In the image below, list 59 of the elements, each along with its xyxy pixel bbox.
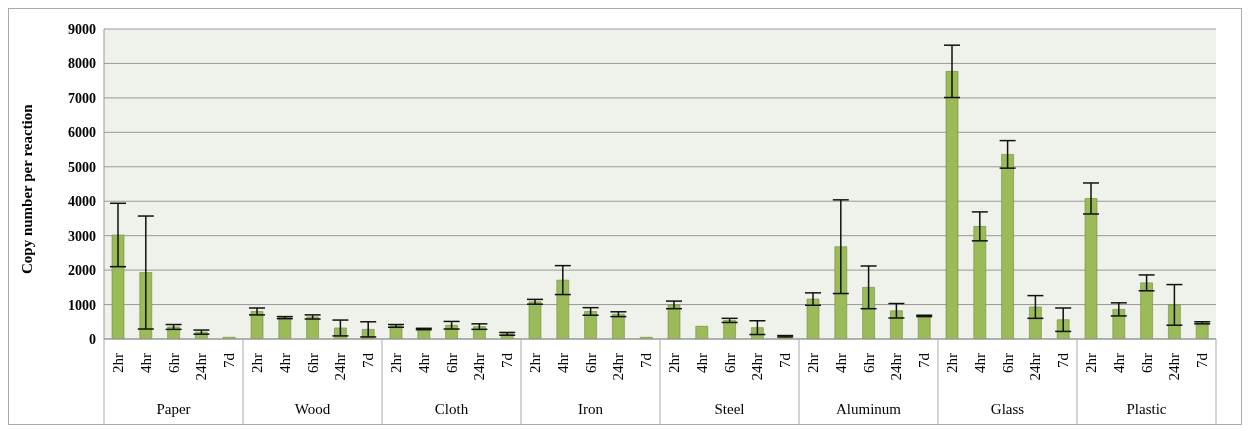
x-tick-label: 7d xyxy=(1194,352,1211,368)
x-tick-label: 7d xyxy=(1055,352,1072,368)
x-tick-label: 6hr xyxy=(1138,353,1155,373)
x-tick-label: 24hr xyxy=(749,353,766,381)
x-tick-label: 6hr xyxy=(999,353,1016,373)
x-tick-label: 24hr xyxy=(888,353,905,381)
text: Cloth xyxy=(434,401,469,417)
x-tick-label: 4hr xyxy=(137,353,154,373)
x-tick-label: 7d xyxy=(360,352,377,368)
x-tick-label: 4hr xyxy=(1110,353,1127,373)
x-tick-label: 7d xyxy=(777,352,794,368)
text: Aluminum xyxy=(835,401,902,417)
x-tick-label: 7d xyxy=(916,352,933,368)
x-tick-label: 7d xyxy=(638,352,655,368)
x-tick-label: 4hr xyxy=(832,353,849,373)
x-tick-label: 6hr xyxy=(165,353,182,373)
x-tick-label: 7d xyxy=(221,352,238,368)
x-tick-label: 24hr xyxy=(1027,353,1044,381)
y-tick-label: 9000 xyxy=(68,21,96,37)
x-tick-label: 6hr xyxy=(443,353,460,373)
x-tick-label: 6hr xyxy=(582,353,599,373)
y-tick-label: 7000 xyxy=(68,90,96,106)
x-tick-label: 2hr xyxy=(248,353,265,373)
x-tick-label: 2hr xyxy=(387,353,404,373)
y-tick-label: 5000 xyxy=(68,159,96,175)
x-tick-label: 4hr xyxy=(554,353,571,373)
x-tick-label: 24hr xyxy=(471,353,488,381)
text: Steel xyxy=(714,401,745,417)
text: Plastic xyxy=(1126,401,1167,417)
y-tick-label: 4000 xyxy=(68,194,96,210)
x-tick-label: 4hr xyxy=(971,353,988,373)
y-tick-label: 0 xyxy=(89,331,96,347)
x-tick-label: 4hr xyxy=(415,353,432,373)
x-tick-label: 2hr xyxy=(665,353,682,373)
y-tick-label: 8000 xyxy=(68,56,96,72)
x-tick-label: 4hr xyxy=(276,353,293,373)
x-tick-label: 2hr xyxy=(943,353,960,373)
x-tick-label: 24hr xyxy=(193,353,210,381)
text: Iron xyxy=(578,401,604,417)
y-tick-label: 2000 xyxy=(68,263,96,279)
y-tick-label: 1000 xyxy=(68,297,96,313)
x-tick-label: 24hr xyxy=(610,353,627,381)
x-tick-label: 6hr xyxy=(721,353,738,373)
y-tick-label: 3000 xyxy=(68,228,96,244)
x-tick-label: 24hr xyxy=(332,353,349,381)
x-tick-label: 6hr xyxy=(860,353,877,373)
x-tick-label: 7d xyxy=(499,352,516,368)
x-tick-label: 4hr xyxy=(693,353,710,373)
y-axis-title: Copy number per reaction xyxy=(19,103,36,274)
x-tick-label: 2hr xyxy=(109,353,126,373)
text: Glass xyxy=(990,401,1025,417)
x-tick-label: 6hr xyxy=(304,353,321,373)
text: Wood xyxy=(294,401,331,417)
x-tick-label: 2hr xyxy=(804,353,821,373)
x-tick-label: 24hr xyxy=(1166,353,1183,381)
y-tick-label: 6000 xyxy=(68,125,96,141)
x-tick-label: 2hr xyxy=(526,353,543,373)
text: Paper xyxy=(156,401,191,417)
x-tick-label: 2hr xyxy=(1082,353,1099,373)
